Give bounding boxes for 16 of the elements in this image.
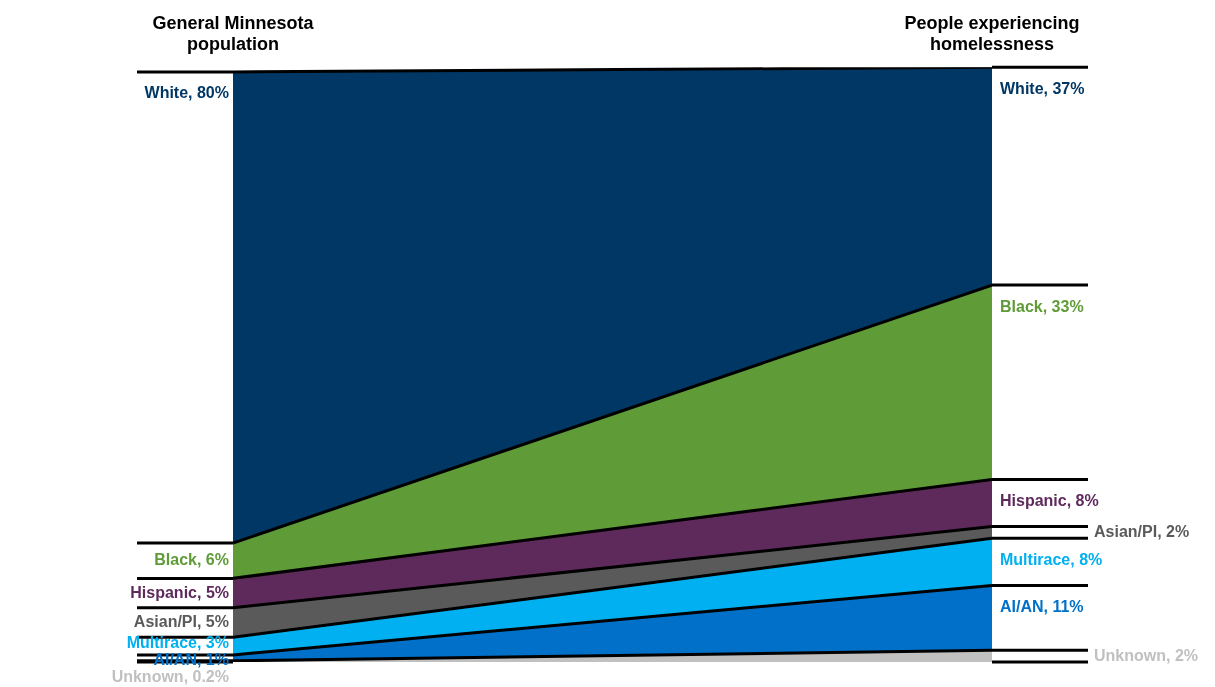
data-label: Black, 33% (1000, 297, 1084, 315)
data-label: AI/AN, 11% (1000, 597, 1084, 615)
data-label: AI/AN, 1% (153, 651, 229, 669)
x-tick-label: General Minnesota population (152, 12, 315, 55)
data-label: Asian/PI, 2% (1094, 522, 1190, 540)
data-label: Multirace, 3% (126, 634, 229, 652)
data-label: Asian/PI, 5% (133, 612, 229, 630)
data-label: White, 80% (144, 84, 229, 102)
data-label: Hispanic, 5% (130, 583, 229, 601)
data-label: Hispanic, 8% (1000, 491, 1099, 509)
data-label: Black, 6% (154, 551, 229, 569)
data-label: Unknown, 0.2% (111, 668, 229, 686)
data-label: White, 37% (1000, 79, 1085, 97)
x-tick-label: People experiencing homelessness (904, 12, 1080, 55)
data-label: Unknown, 2% (1094, 646, 1199, 664)
data-label: Multirace, 8% (1000, 550, 1103, 568)
